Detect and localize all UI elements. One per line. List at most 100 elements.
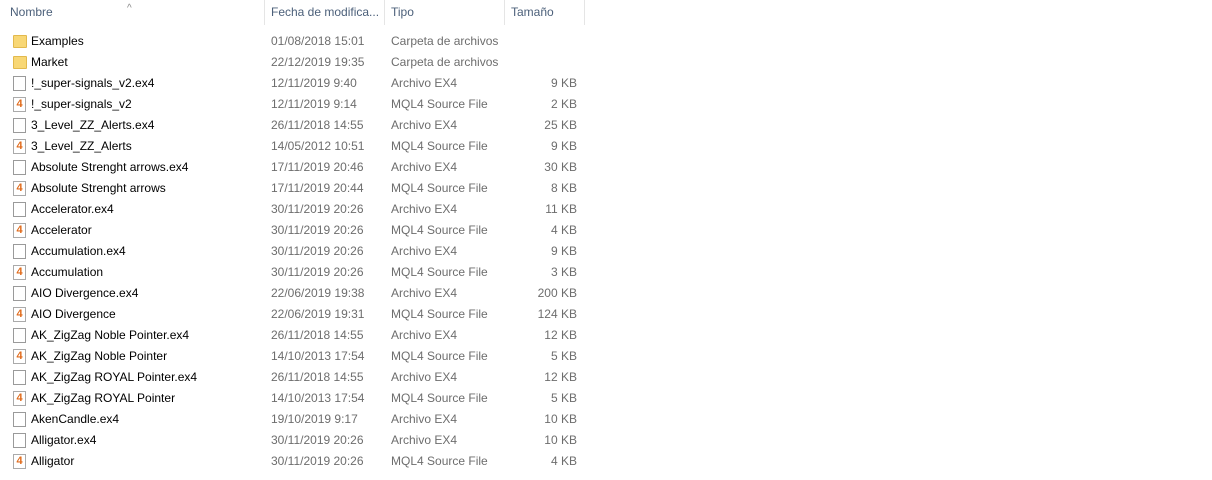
file-type: MQL4 Source File [391, 181, 488, 195]
file-size: 9 KB [550, 244, 577, 258]
file-name: AK_ZigZag ROYAL Pointer.ex4 [31, 370, 198, 384]
file-row[interactable]: 4 AK_ZigZag ROYAL Pointer 14/10/2013 17:… [0, 388, 585, 409]
file-date: 30/11/2019 20:26 [271, 454, 364, 468]
file-type: Archivo EX4 [391, 433, 458, 447]
file-size: 5 KB [550, 391, 577, 405]
mql4-file-icon: 4 [13, 454, 26, 469]
mql4-file-icon: 4 [13, 307, 26, 322]
file-icon [13, 286, 26, 301]
file-row[interactable]: 4 3_Level_ZZ_Alerts 14/05/2012 10:51 MQL… [0, 136, 585, 157]
file-icon [13, 118, 26, 133]
file-size: 25 KB [544, 118, 577, 132]
file-size: 10 KB [544, 412, 577, 426]
file-icon [13, 202, 26, 217]
file-row[interactable]: 3_Level_ZZ_Alerts.ex4 26/11/2018 14:55 A… [0, 115, 585, 136]
mql4-file-icon: 4 [13, 265, 26, 280]
file-name: Accumulation [31, 265, 104, 279]
file-type: Archivo EX4 [391, 202, 458, 216]
file-type: MQL4 Source File [391, 223, 488, 237]
file-row[interactable]: 4 Accelerator 30/11/2019 20:26 MQL4 Sour… [0, 220, 585, 241]
file-icon [13, 412, 26, 427]
file-row[interactable]: Accelerator.ex4 30/11/2019 20:26 Archivo… [0, 199, 585, 220]
folder-icon [13, 35, 27, 48]
file-type: Archivo EX4 [391, 76, 458, 90]
file-row[interactable]: Market 22/12/2019 19:35 Carpeta de archi… [0, 52, 585, 73]
file-name: Accumulation.ex4 [31, 244, 126, 258]
file-name: 3_Level_ZZ_Alerts [31, 139, 132, 153]
file-date: 14/05/2012 10:51 [271, 139, 365, 153]
column-size[interactable]: Tamaño [505, 0, 585, 25]
file-size: 9 KB [550, 139, 577, 153]
file-row[interactable]: AIO Divergence.ex4 22/06/2019 19:38 Arch… [0, 283, 585, 304]
mql4-file-icon: 4 [13, 349, 26, 364]
column-name[interactable]: Nombre ^ [0, 0, 265, 25]
file-size: 124 KB [537, 307, 577, 321]
file-name: !_super-signals_v2.ex4 [31, 76, 155, 90]
file-type: Archivo EX4 [391, 412, 458, 426]
file-type: Archivo EX4 [391, 286, 458, 300]
file-name: Examples [31, 34, 84, 48]
file-size: 4 KB [550, 223, 577, 237]
file-size: 5 KB [550, 349, 577, 363]
file-date: 30/11/2019 20:26 [271, 244, 364, 258]
file-name: Alligator [31, 454, 75, 468]
column-header: Nombre ^ Fecha de modifica... Tipo Tamaño [0, 0, 585, 25]
file-date: 26/11/2018 14:55 [271, 328, 364, 342]
file-row[interactable]: 4 Accumulation 30/11/2019 20:26 MQL4 Sou… [0, 262, 585, 283]
file-row[interactable]: 4 !_super-signals_v2 12/11/2019 9:14 MQL… [0, 94, 585, 115]
file-name: Accelerator [31, 223, 92, 237]
file-type: Carpeta de archivos [391, 55, 499, 69]
file-type: Archivo EX4 [391, 244, 458, 258]
file-size: 11 KB [545, 202, 577, 216]
file-row[interactable]: !_super-signals_v2.ex4 12/11/2019 9:40 A… [0, 73, 585, 94]
file-date: 17/11/2019 20:46 [271, 160, 364, 174]
file-size: 2 KB [550, 97, 577, 111]
file-row[interactable]: 4 Alligator 30/11/2019 20:26 MQL4 Source… [0, 451, 585, 472]
file-row[interactable]: AkenCandle.ex4 19/10/2019 9:17 Archivo E… [0, 409, 585, 430]
file-size: 10 KB [544, 433, 577, 447]
file-type: Archivo EX4 [391, 370, 458, 384]
column-date[interactable]: Fecha de modifica... [265, 0, 385, 25]
file-size: 4 KB [550, 454, 577, 468]
file-row[interactable]: Alligator.ex4 30/11/2019 20:26 Archivo E… [0, 430, 585, 451]
file-date: 12/11/2019 9:40 [271, 76, 357, 90]
file-date: 22/06/2019 19:31 [271, 307, 365, 321]
column-type[interactable]: Tipo [385, 0, 505, 25]
file-type: MQL4 Source File [391, 139, 488, 153]
file-row[interactable]: Accumulation.ex4 30/11/2019 20:26 Archiv… [0, 241, 585, 262]
file-icon [13, 244, 26, 259]
file-type: Carpeta de archivos [391, 34, 499, 48]
file-type: MQL4 Source File [391, 97, 488, 111]
file-name: AkenCandle.ex4 [31, 412, 120, 426]
file-date: 22/06/2019 19:38 [271, 286, 365, 300]
file-size: 12 KB [544, 370, 577, 384]
file-type: MQL4 Source File [391, 307, 488, 321]
file-row[interactable]: 4 AK_ZigZag Noble Pointer 14/10/2013 17:… [0, 346, 585, 367]
file-date: 26/11/2018 14:55 [271, 370, 364, 384]
file-icon [13, 76, 26, 91]
file-row[interactable]: AK_ZigZag ROYAL Pointer.ex4 26/11/2018 1… [0, 367, 585, 388]
file-size: 30 KB [544, 160, 577, 174]
file-date: 26/11/2018 14:55 [271, 118, 364, 132]
file-row[interactable]: 4 AIO Divergence 22/06/2019 19:31 MQL4 S… [0, 304, 585, 325]
file-date: 12/11/2019 9:14 [271, 97, 357, 111]
mql4-file-icon: 4 [13, 139, 26, 154]
file-date: 14/10/2013 17:54 [271, 349, 365, 363]
file-row[interactable]: 4 Absolute Strenght arrows 17/11/2019 20… [0, 178, 585, 199]
file-type: Archivo EX4 [391, 328, 458, 342]
file-icon [13, 328, 26, 343]
file-icon [13, 370, 26, 385]
file-name: AK_ZigZag Noble Pointer.ex4 [31, 328, 190, 342]
file-date: 22/12/2019 19:35 [271, 55, 365, 69]
file-date: 30/11/2019 20:26 [271, 433, 364, 447]
file-name: Alligator.ex4 [31, 433, 97, 447]
file-date: 17/11/2019 20:44 [271, 181, 364, 195]
file-date: 14/10/2013 17:54 [271, 391, 365, 405]
file-icon [13, 160, 26, 175]
file-row[interactable]: Absolute Strenght arrows.ex4 17/11/2019 … [0, 157, 585, 178]
file-type: Archivo EX4 [391, 160, 458, 174]
file-size: 200 KB [537, 286, 577, 300]
file-name: AK_ZigZag ROYAL Pointer [31, 391, 176, 405]
file-row[interactable]: AK_ZigZag Noble Pointer.ex4 26/11/2018 1… [0, 325, 585, 346]
file-row[interactable]: Examples 01/08/2018 15:01 Carpeta de arc… [0, 31, 585, 52]
